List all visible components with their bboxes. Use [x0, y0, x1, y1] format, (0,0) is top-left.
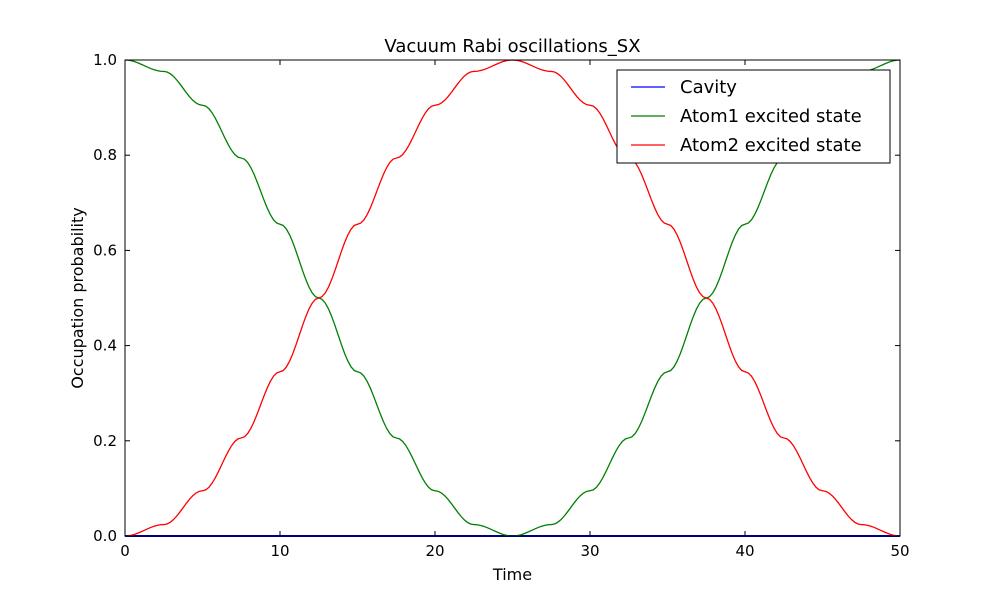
y-tick-label: 0.4: [93, 337, 117, 355]
y-tick-label: 0.2: [93, 432, 117, 450]
x-tick-label: 20: [425, 542, 444, 560]
plot-frame: [124, 59, 901, 537]
x-axis-label: Time: [492, 565, 532, 584]
x-tick-label: 0: [120, 542, 130, 560]
x-tick-label: 40: [735, 542, 754, 560]
y-tick-label: 0.8: [93, 146, 117, 164]
x-tick-label: 50: [890, 542, 909, 560]
y-tick-label: 0.0: [93, 527, 117, 545]
legend-label: Atom1 excited state: [680, 106, 862, 127]
x-tick-label: 10: [270, 542, 289, 560]
x-tick-label: 30: [580, 542, 599, 560]
y-tick-label: 0.6: [93, 241, 117, 259]
chart-title: Vacuum Rabi oscillations_SX: [384, 36, 640, 57]
legend-label: Cavity: [680, 77, 737, 98]
legend-label: Atom2 excited state: [680, 135, 862, 156]
legend: Cavity Atom1 excited state Atom2 excited s…: [616, 69, 891, 164]
y-tick-label: 1.0: [93, 51, 117, 69]
axis-ticks: 0 10 20 30 40 50 0.0 0.2 0.4 0.6 0.8 1.0: [93, 51, 909, 560]
y-axis-label: Occupation probability: [68, 207, 87, 388]
